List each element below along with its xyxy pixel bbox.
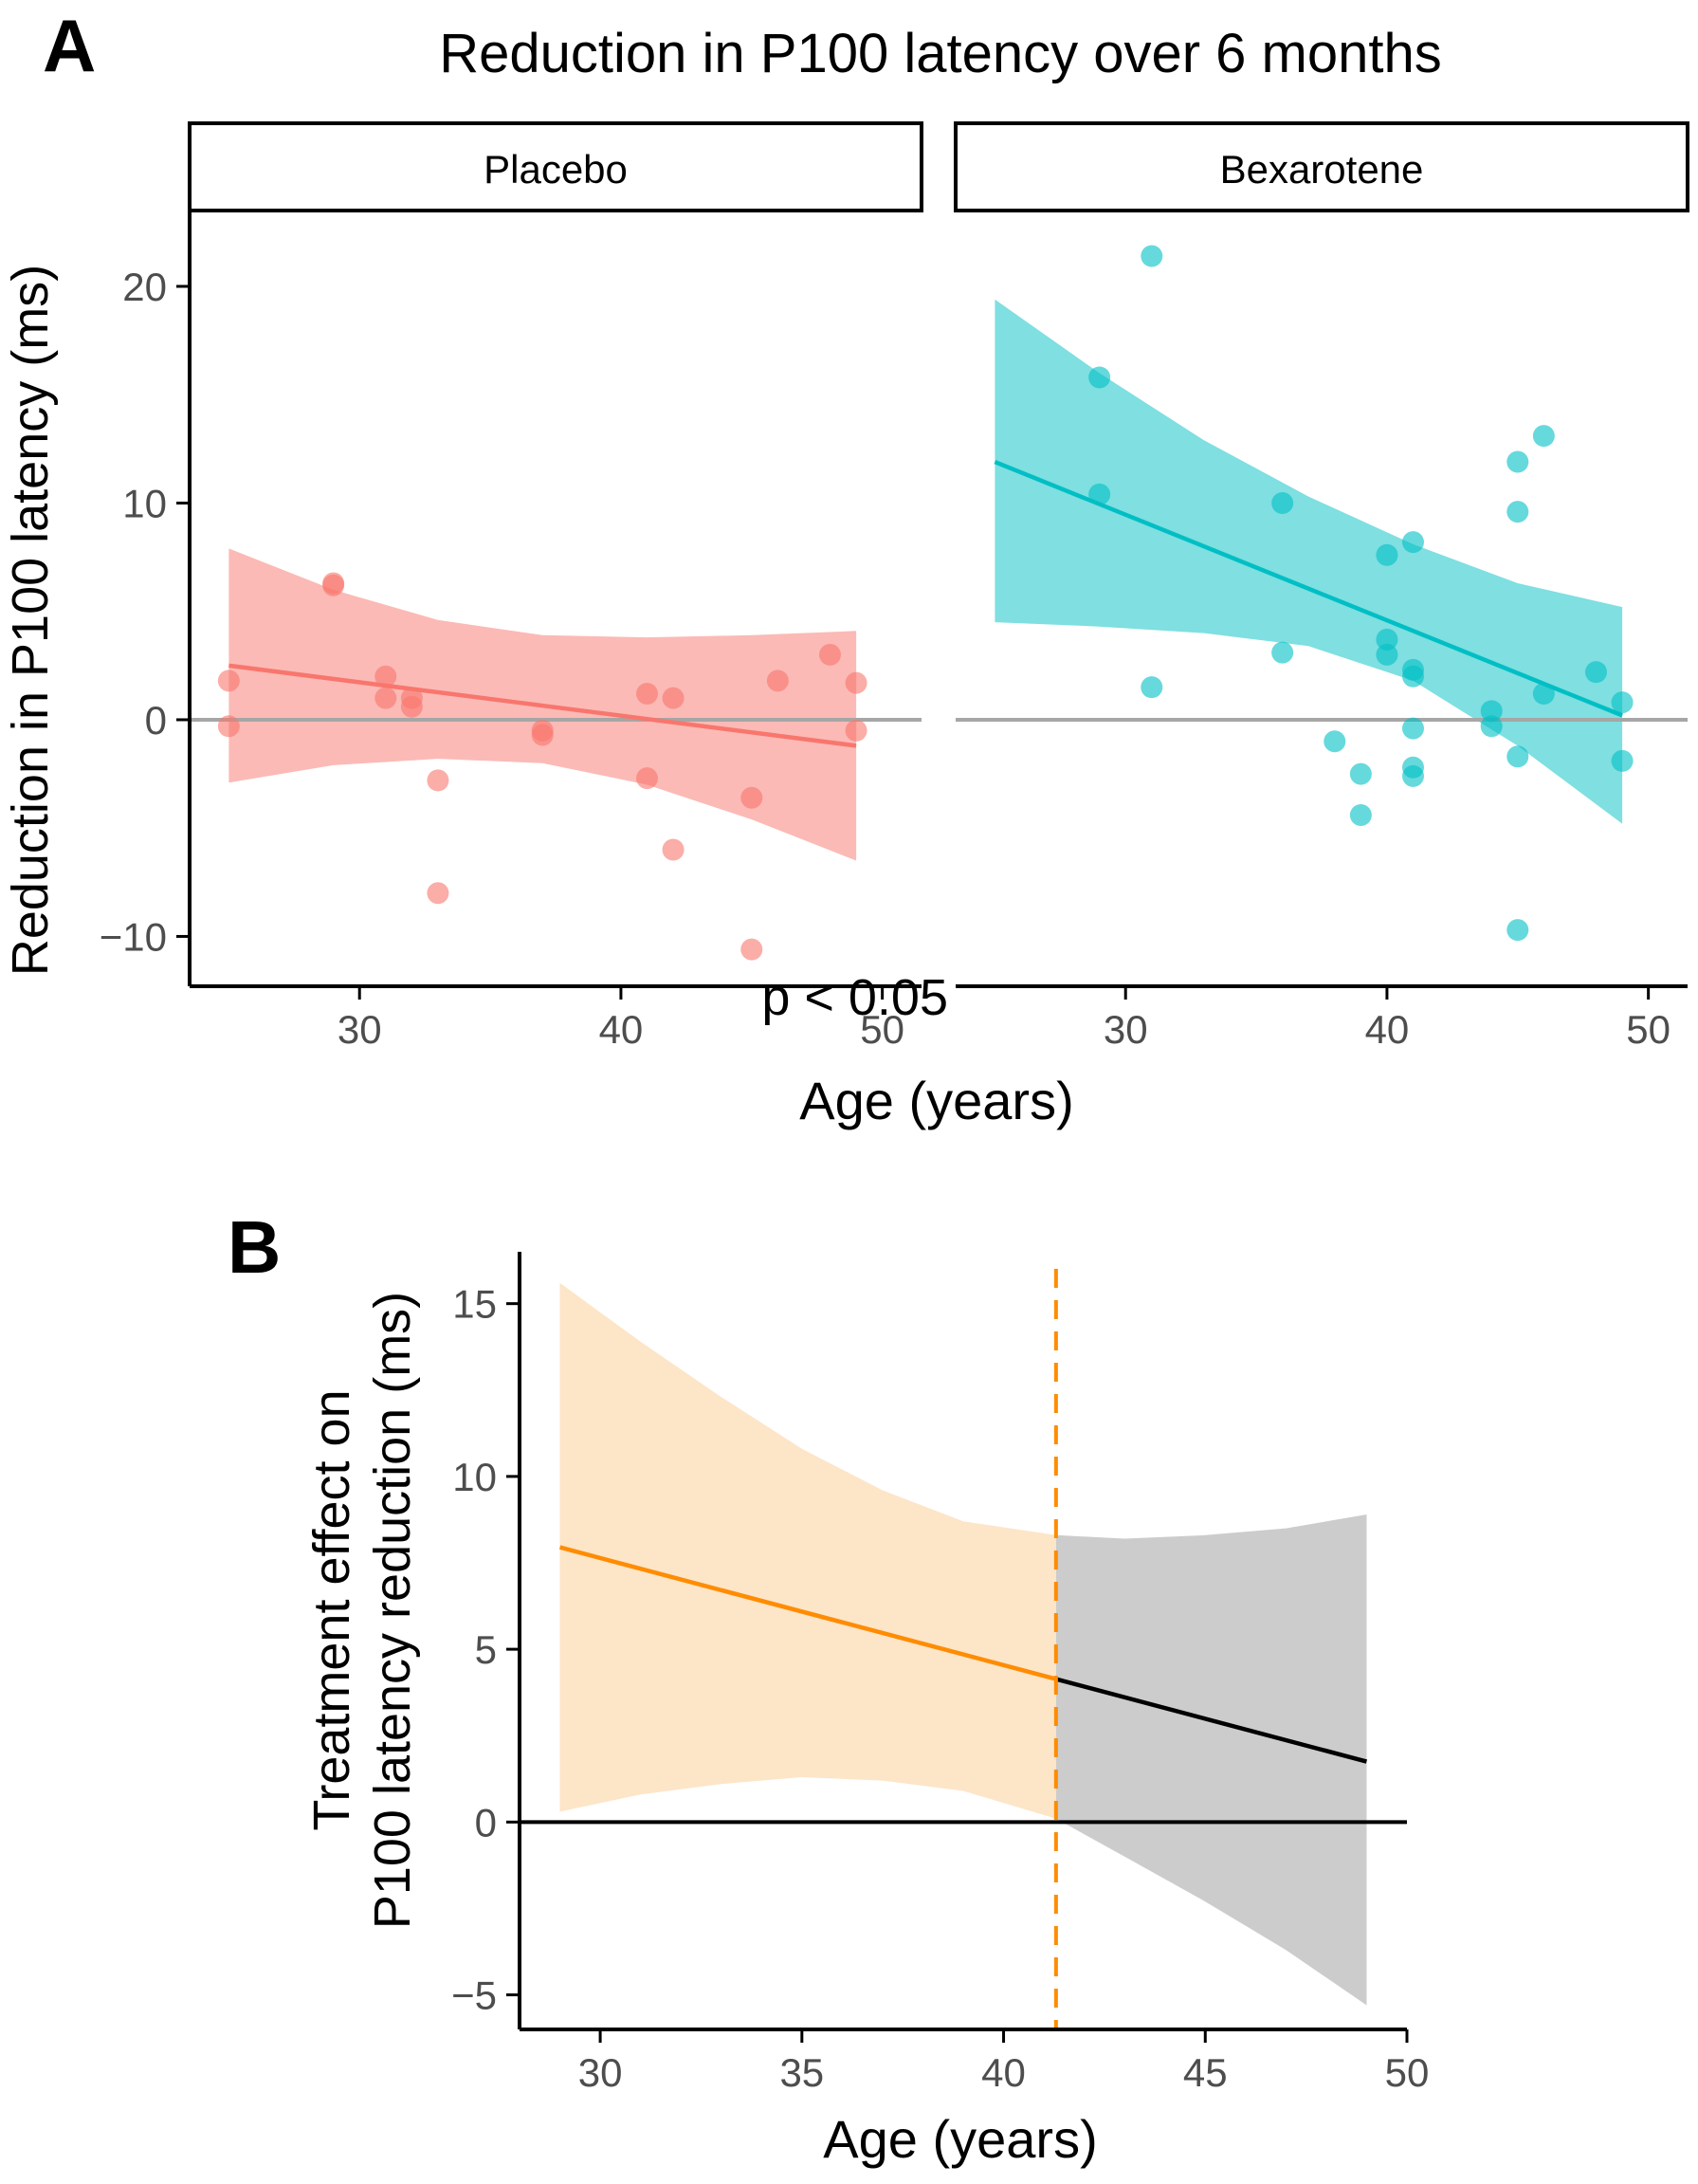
data-point-placebo	[531, 724, 554, 746]
panel-b-axes: −5 0 5 10 15 30 35 40 45 50	[451, 1252, 1429, 2095]
panel-a-x-axis-label: Age (years)	[799, 1071, 1073, 1130]
panel-a-letter: A	[43, 4, 96, 87]
data-point-bexarotene	[1376, 543, 1398, 566]
data-point-bexarotene	[1480, 715, 1503, 738]
data-point-placebo	[217, 715, 240, 738]
facet-bexarotene-plot	[956, 245, 1688, 942]
data-point-bexarotene	[1611, 749, 1634, 772]
x-tick-label-bexarotene: 50	[1626, 1007, 1671, 1052]
data-point-bexarotene	[1141, 676, 1163, 699]
x-tick-label: 30	[578, 2050, 623, 2095]
y-tick-label: 15	[452, 1282, 497, 1327]
y-tick-label: 10	[122, 481, 167, 525]
data-point-placebo	[636, 767, 658, 790]
significance-annotation: p < 0.05	[761, 969, 948, 1026]
data-point-bexarotene	[1402, 764, 1424, 787]
data-point-bexarotene	[1506, 450, 1529, 473]
data-point-bexarotene	[1376, 628, 1398, 651]
x-tick-label: 45	[1183, 2050, 1228, 2095]
confidence-band-nonsignificant	[1055, 1514, 1367, 2006]
data-point-bexarotene	[1324, 730, 1346, 753]
effect-line-nonsignificant	[1055, 1677, 1368, 1764]
y-tick-label: 0	[145, 698, 167, 743]
y-tick-label: −10	[100, 914, 167, 959]
panel-b: B −5 0 5 10 15 30 35 40 45 50 p < 0.05 Age (years…	[228, 969, 1429, 2169]
data-point-placebo	[217, 670, 240, 692]
confidence-band-significant	[559, 1282, 1056, 1819]
data-point-placebo	[740, 938, 763, 961]
data-point-bexarotene	[1349, 762, 1372, 785]
panel-a-axes: −10 0 10 20 30 40 50 30 40 50	[100, 211, 1688, 1052]
regression-line-placebo	[228, 663, 857, 748]
data-point-placebo	[427, 769, 449, 792]
facet-placebo-plot	[190, 548, 922, 961]
panel-a: A Reduction in P100 latency over 6 month…	[2, 4, 1689, 1130]
data-point-bexarotene	[1532, 425, 1555, 448]
confidence-band-bexarotene	[995, 299, 1623, 824]
data-point-bexarotene	[1141, 245, 1163, 267]
data-point-bexarotene	[1611, 691, 1634, 714]
data-point-bexarotene	[1585, 661, 1607, 684]
data-point-bexarotene	[1376, 643, 1398, 666]
data-point-placebo	[662, 838, 685, 861]
y-tick-label: −5	[451, 1973, 497, 2018]
data-point-bexarotene	[1402, 665, 1424, 688]
panel-b-x-axis-label: Age (years)	[823, 2109, 1097, 2169]
x-tick-label-bexarotene: 40	[1365, 1007, 1410, 1052]
data-point-placebo	[766, 670, 789, 692]
data-point-bexarotene	[1402, 531, 1424, 554]
panel-a-title: Reduction in P100 latency over 6 months	[439, 23, 1442, 84]
data-point-placebo	[819, 643, 841, 666]
data-point-bexarotene	[1349, 803, 1372, 826]
data-point-placebo	[845, 719, 867, 742]
y-tick-label: 10	[452, 1455, 497, 1499]
data-point-bexarotene	[1402, 717, 1424, 740]
data-point-placebo	[374, 687, 397, 709]
data-point-bexarotene	[1088, 366, 1111, 389]
x-tick-label: 35	[779, 2050, 824, 2095]
y-tick-label: 20	[122, 265, 167, 309]
data-point-bexarotene	[1506, 501, 1529, 523]
x-tick-label-placebo: 40	[599, 1007, 644, 1052]
facet-label-placebo: Placebo	[484, 147, 628, 192]
data-point-bexarotene	[1271, 491, 1294, 514]
x-tick-label-placebo: 50	[860, 1007, 904, 1052]
x-tick-label: 40	[981, 2050, 1026, 2095]
x-tick-label: 50	[1385, 2050, 1430, 2095]
x-tick-label-bexarotene: 30	[1104, 1007, 1148, 1052]
data-point-placebo	[636, 683, 658, 706]
data-point-bexarotene	[1271, 641, 1294, 664]
x-tick-label-placebo: 30	[338, 1007, 382, 1052]
data-point-placebo	[845, 671, 867, 694]
data-point-bexarotene	[1532, 683, 1555, 706]
panel-b-y-axis-label-line2: P100 latency reduction (ms)	[364, 1292, 421, 1929]
facet-strip-placebo	[188, 121, 923, 212]
data-point-placebo	[374, 665, 397, 688]
data-point-placebo	[322, 574, 345, 596]
facet-label-bexarotene: Bexarotene	[1220, 147, 1424, 192]
data-point-placebo	[740, 786, 763, 809]
panel-a-y-axis-label: Reduction in P100 latency (ms)	[2, 265, 59, 976]
data-point-placebo	[400, 695, 423, 718]
panel-b-plot	[520, 1269, 1407, 2029]
data-point-placebo	[427, 882, 449, 905]
panel-b-y-axis-label-line1: Treatment effect on	[303, 1389, 360, 1830]
facet-strip-bexarotene	[954, 121, 1689, 212]
y-tick-label: 5	[475, 1627, 497, 1672]
data-point-bexarotene	[1506, 919, 1529, 942]
effect-line-significant	[558, 1545, 1057, 1681]
data-point-bexarotene	[1480, 700, 1503, 723]
data-point-bexarotene	[1506, 745, 1529, 768]
regression-line-bexarotene	[994, 459, 1623, 718]
panel-b-letter: B	[228, 1205, 281, 1289]
data-point-placebo	[662, 687, 685, 709]
y-tick-label: 0	[475, 1800, 497, 1844]
